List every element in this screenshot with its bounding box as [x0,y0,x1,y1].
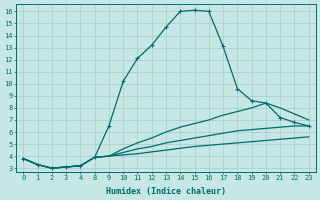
X-axis label: Humidex (Indice chaleur): Humidex (Indice chaleur) [106,187,226,196]
